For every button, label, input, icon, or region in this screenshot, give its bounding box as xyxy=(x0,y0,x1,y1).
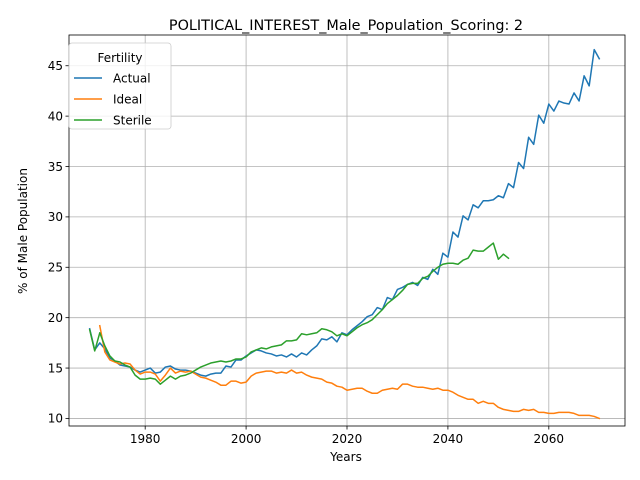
x-tick-label: 2060 xyxy=(534,432,565,446)
series-line-actual xyxy=(88,48,601,377)
x-tick-label: 2000 xyxy=(231,432,262,446)
legend: Fertility Actual Ideal Sterile xyxy=(68,42,172,130)
y-tick-label: 20 xyxy=(48,311,63,325)
y-tick-label: 10 xyxy=(48,412,63,426)
y-tick-label: 25 xyxy=(48,261,63,275)
series-line-sterile xyxy=(88,242,510,385)
x-tick-label: 2040 xyxy=(433,432,464,446)
y-axis-title: % of Male Population xyxy=(16,168,30,294)
legend-box xyxy=(68,42,172,130)
x-axis-title: Years xyxy=(329,450,362,464)
chart-title: POLITICAL_INTEREST_Male_Population_Scori… xyxy=(169,18,523,34)
legend-label-sterile: Sterile xyxy=(113,113,152,127)
y-tick-label: 30 xyxy=(48,210,63,224)
y-axis: 10 15 20 25 30 35 40 45 xyxy=(48,59,69,426)
legend-title: Fertility xyxy=(97,51,142,65)
y-tick-label: 35 xyxy=(48,160,63,174)
series-line-ideal xyxy=(98,324,601,420)
series-lines xyxy=(88,48,601,420)
legend-entries: Actual Ideal Sterile xyxy=(74,71,152,127)
y-tick-label: 15 xyxy=(48,361,63,375)
y-tick-label: 40 xyxy=(48,109,63,123)
legend-label-actual: Actual xyxy=(113,71,151,85)
y-tick-label: 45 xyxy=(48,59,63,73)
x-tick-label: 2020 xyxy=(332,432,363,446)
x-tick-label: 1980 xyxy=(130,432,161,446)
x-axis: 1980 2000 2020 2040 2060 xyxy=(130,426,564,446)
gridlines xyxy=(69,35,625,426)
legend-label-ideal: Ideal xyxy=(113,92,142,106)
